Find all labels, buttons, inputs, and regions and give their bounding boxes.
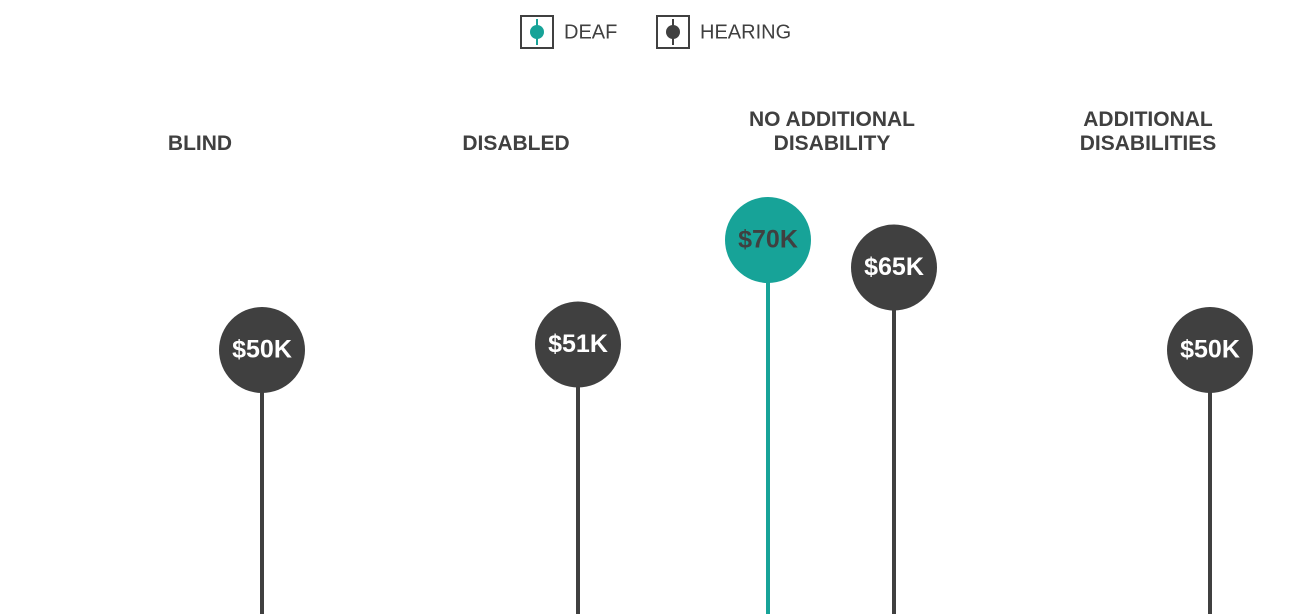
category-label: BLIND xyxy=(167,132,233,155)
legend-label: DEAF xyxy=(564,21,617,43)
lollipop-head xyxy=(219,307,305,393)
category-label: NO ADDITIONAL DISABILITY xyxy=(748,108,916,155)
lollipop-head xyxy=(1167,307,1253,393)
value-label: $50K xyxy=(232,336,292,364)
category-label: DISABLED xyxy=(462,132,570,155)
value-label: $65K xyxy=(864,253,924,281)
lollipop-head xyxy=(851,224,937,311)
value-label: $51K xyxy=(548,330,608,358)
value-label: $50K xyxy=(1180,336,1240,364)
lollipop-head xyxy=(535,301,621,388)
legend-dot xyxy=(530,25,544,39)
legend-label: HEARING xyxy=(700,21,791,43)
value-label: $70K xyxy=(738,226,798,254)
category-label: ADDITIONAL DISABILITIES xyxy=(1079,108,1217,155)
lollipop-head xyxy=(725,197,811,283)
legend-dot xyxy=(666,25,680,39)
